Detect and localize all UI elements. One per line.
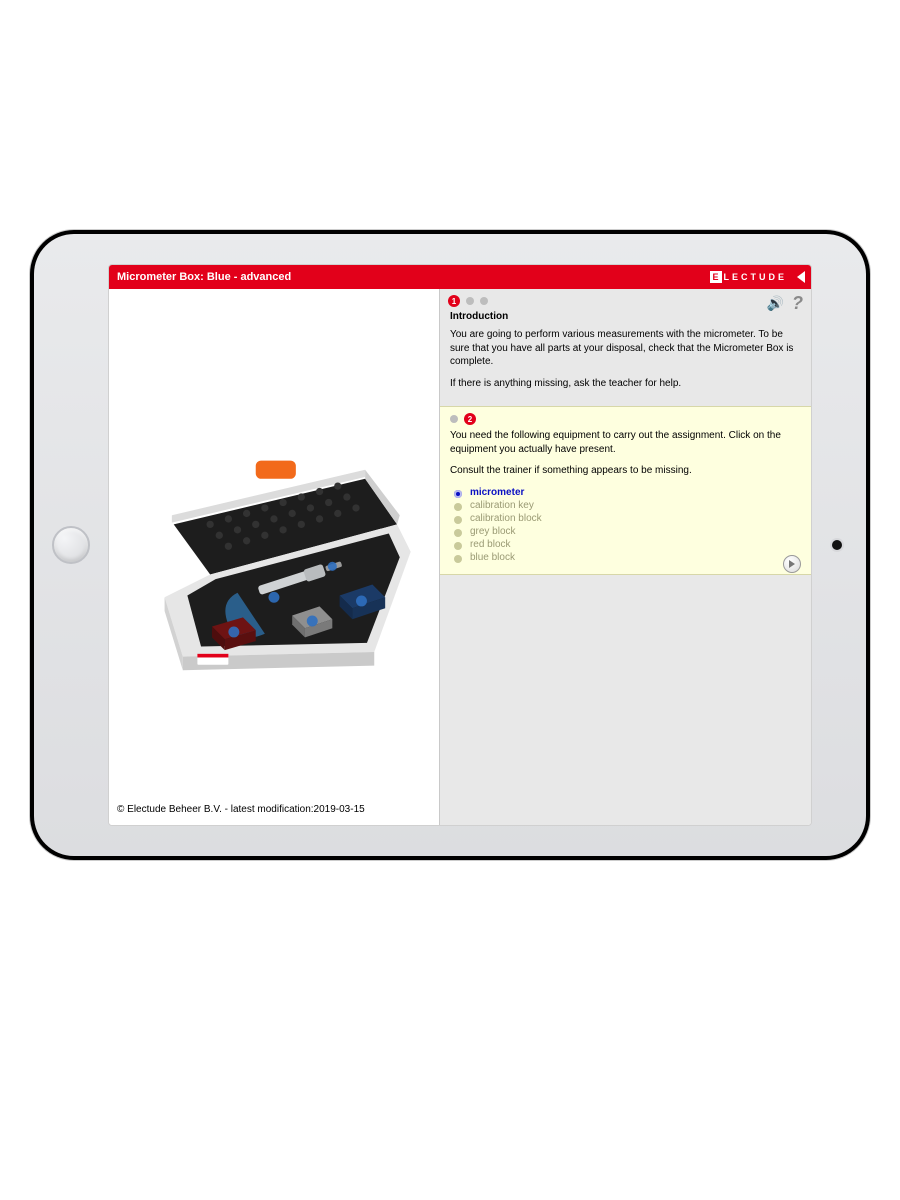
app-screen: Micrometer Box: Blue - advanced ELECTUDE <box>108 264 812 826</box>
task-p2: Consult the trainer if something appears… <box>450 464 801 478</box>
equipment-item[interactable]: grey block <box>470 525 801 538</box>
audio-icon[interactable]: 🔊 <box>767 295 784 312</box>
task-step-current[interactable]: 2 <box>464 413 476 425</box>
intro-block: Introduction You are going to perform va… <box>440 311 811 406</box>
step-3-dot-mini[interactable] <box>480 297 488 305</box>
brand-logo: ELECTUDE <box>710 271 788 283</box>
tablet-camera <box>832 540 842 550</box>
case-illustration <box>119 415 429 688</box>
progress-steps: 1 <box>440 289 811 311</box>
equipment-item[interactable]: calibration key <box>470 499 801 512</box>
lesson-title: Micrometer Box: Blue - advanced <box>117 271 291 283</box>
micrometer-box-image[interactable] <box>115 295 433 798</box>
intro-p1: You are going to perform various measure… <box>450 328 801 369</box>
step-2-dot-mini[interactable] <box>466 297 474 305</box>
equipment-item[interactable]: calibration block <box>470 512 801 525</box>
equipment-list: micrometercalibration keycalibration blo… <box>450 486 801 564</box>
instruction-pane: 🔊 ? 1 Introduction You are going to perf… <box>439 289 811 825</box>
equipment-item[interactable]: blue block <box>470 551 801 564</box>
copyright-text: © Electude Beheer B.V. - latest modifica… <box>115 798 433 815</box>
task-block: 2 You need the following equipment to ca… <box>440 406 811 575</box>
home-button[interactable] <box>52 526 90 564</box>
intro-p2: If there is anything missing, ask the te… <box>450 377 801 391</box>
tablet-body: Micrometer Box: Blue - advanced ELECTUDE <box>34 234 866 856</box>
app-header: Micrometer Box: Blue - advanced ELECTUDE <box>109 265 811 289</box>
image-pane: © Electude Beheer B.V. - latest modifica… <box>109 289 439 825</box>
task-p1: You need the following equipment to carr… <box>450 429 801 456</box>
next-button[interactable] <box>783 555 801 573</box>
tablet-frame: Micrometer Box: Blue - advanced ELECTUDE <box>30 230 870 860</box>
task-step-prev[interactable] <box>450 415 458 423</box>
collapse-panel-icon[interactable] <box>797 271 805 283</box>
equipment-item[interactable]: red block <box>470 538 801 551</box>
help-icon[interactable]: ? <box>792 293 803 314</box>
equipment-item[interactable]: micrometer <box>470 486 801 499</box>
intro-heading: Introduction <box>450 311 801 322</box>
step-1-dot[interactable]: 1 <box>448 295 460 307</box>
